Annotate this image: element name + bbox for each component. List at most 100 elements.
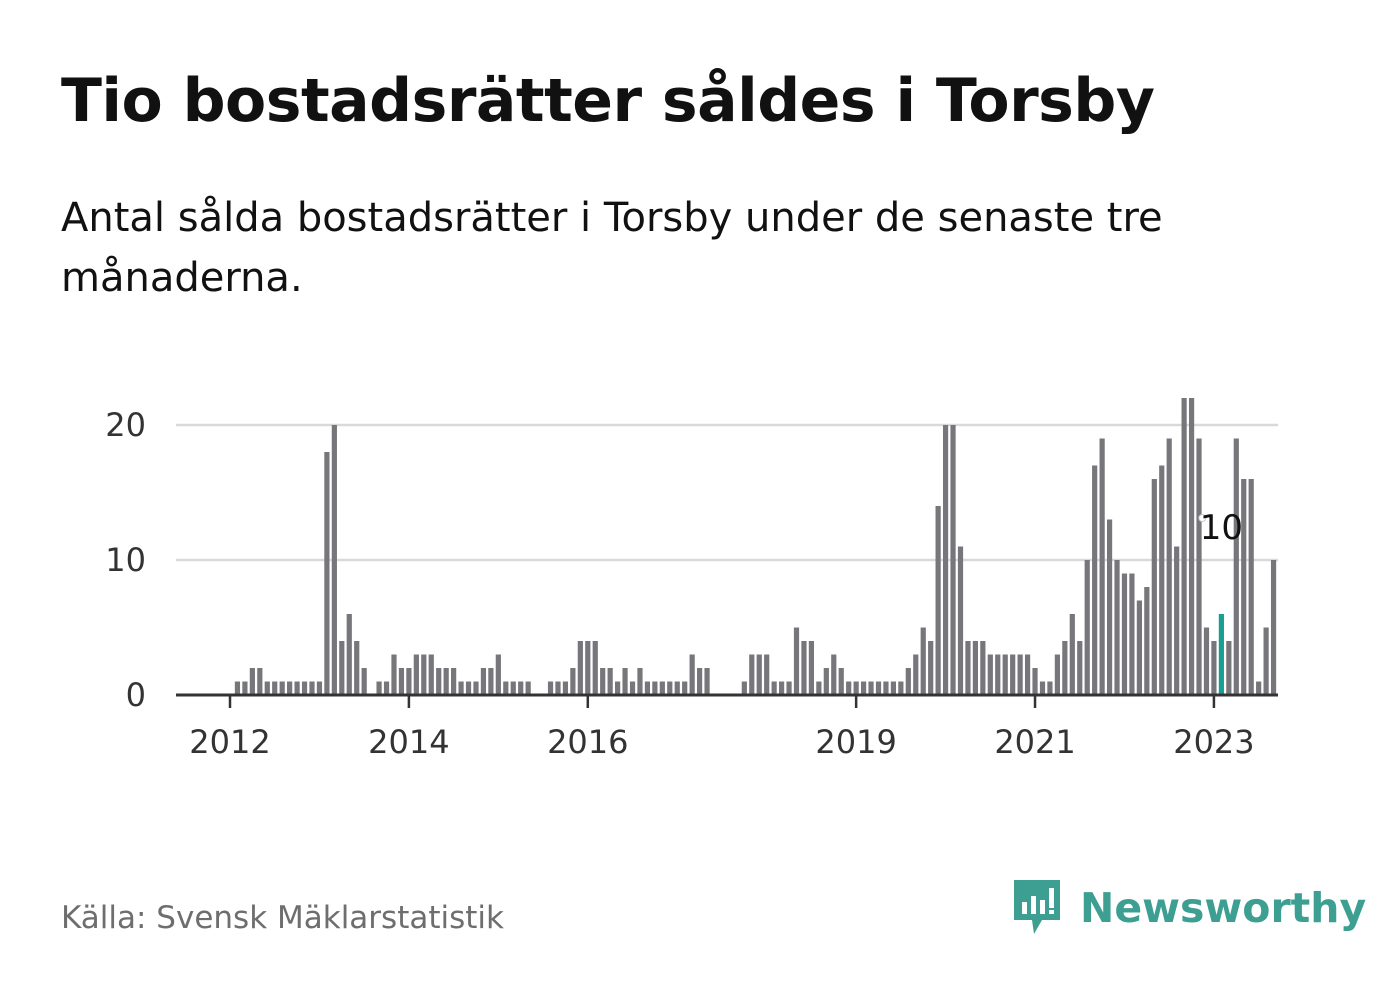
bar	[1010, 654, 1016, 695]
bar	[443, 668, 449, 695]
bar	[771, 681, 777, 695]
bar	[1263, 627, 1269, 695]
x-tick-2016: 2016	[547, 723, 628, 761]
bar	[1077, 641, 1083, 695]
bar	[488, 668, 494, 695]
bar	[980, 641, 986, 695]
bar	[1106, 519, 1113, 695]
bar	[458, 681, 464, 695]
bar	[421, 654, 427, 695]
bar	[1166, 438, 1172, 695]
bar	[831, 654, 837, 695]
highlight-value-label: 10	[1200, 508, 1243, 548]
bar	[242, 681, 248, 695]
y-tick-20: 20	[105, 406, 146, 444]
bar	[555, 681, 561, 695]
bar	[518, 681, 524, 695]
bar	[354, 641, 360, 695]
x-tick-2019: 2019	[815, 723, 896, 761]
bar	[495, 654, 501, 695]
bar	[875, 681, 882, 695]
bar	[615, 681, 621, 695]
bar	[898, 681, 904, 695]
bar	[950, 425, 956, 695]
bar	[697, 668, 703, 695]
bar	[756, 654, 762, 695]
source-note: Källa: Svensk Mäklarstatistik	[61, 900, 504, 936]
bar	[801, 641, 807, 695]
x-tick-2014: 2014	[368, 723, 449, 761]
bar	[1203, 627, 1210, 695]
bar	[816, 681, 822, 695]
bar	[1159, 465, 1165, 695]
bar	[510, 681, 516, 695]
bar	[942, 425, 949, 695]
bar	[823, 668, 829, 695]
bar	[868, 681, 874, 695]
bar	[406, 668, 412, 695]
bar	[1047, 681, 1053, 695]
bar	[391, 654, 397, 695]
bar	[570, 668, 576, 695]
bar	[1241, 479, 1247, 695]
bar	[294, 681, 300, 695]
bar	[287, 681, 293, 695]
bar	[689, 654, 695, 695]
bar	[577, 641, 583, 695]
bar	[1270, 560, 1277, 695]
bar	[1144, 587, 1150, 695]
bar	[935, 506, 941, 695]
annotations: 10	[1198, 508, 1243, 548]
bar	[920, 627, 926, 695]
brand-logo[interactable]: Newsworthy	[1012, 876, 1366, 940]
bar	[331, 425, 337, 695]
bar	[674, 681, 680, 695]
bar	[704, 668, 710, 695]
bar	[1174, 546, 1180, 695]
bar	[585, 641, 591, 695]
bar	[682, 681, 688, 695]
bar-highlight	[1218, 614, 1224, 695]
bar	[316, 681, 323, 695]
bar	[637, 668, 643, 695]
chart-subtitle: Antal sålda bostadsrätter i Torsby under…	[61, 195, 1163, 301]
bar	[965, 641, 971, 695]
bar	[361, 668, 367, 695]
bar	[749, 654, 755, 695]
bar	[451, 668, 457, 695]
bar	[1084, 560, 1090, 695]
bar	[272, 681, 278, 695]
bars	[234, 398, 1277, 695]
grid-lines	[176, 423, 1278, 562]
bar	[1039, 681, 1046, 695]
bar	[301, 681, 308, 695]
bar	[629, 681, 636, 695]
x-tick-2023: 2023	[1173, 723, 1254, 761]
bar	[1188, 398, 1195, 695]
bar	[600, 668, 606, 695]
bar	[1024, 654, 1031, 695]
bar	[234, 681, 241, 695]
bar	[309, 681, 315, 695]
x-tick-labels: 2012 2014 2016 2019 2021 2023	[176, 693, 1278, 761]
bar	[592, 641, 598, 695]
bar	[503, 681, 509, 695]
bar	[1181, 398, 1187, 695]
bar	[465, 681, 472, 695]
newsworthy-icon	[1014, 880, 1060, 934]
brand-name: Newsworthy	[1080, 884, 1367, 932]
bar	[786, 681, 792, 695]
y-tick-10: 10	[105, 541, 146, 579]
bar	[883, 681, 889, 695]
bar	[808, 641, 815, 695]
bar	[249, 668, 255, 695]
bar	[860, 681, 867, 695]
bar	[764, 654, 770, 695]
bar	[1114, 560, 1120, 695]
bar	[779, 681, 785, 695]
bar	[1129, 573, 1135, 695]
bar	[987, 654, 993, 695]
bar	[1196, 438, 1202, 695]
bar	[339, 641, 345, 695]
bar	[525, 681, 531, 695]
